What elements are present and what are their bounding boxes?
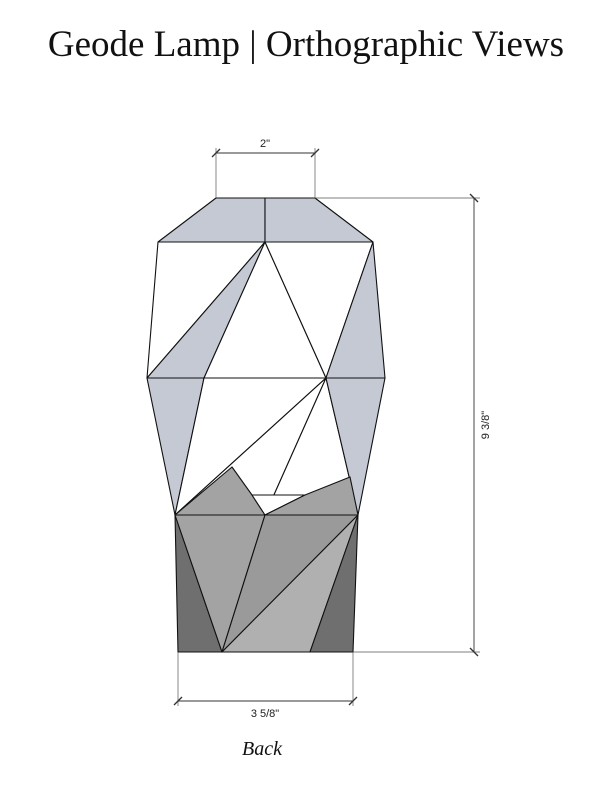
base-facet-far-right bbox=[309, 514, 359, 653]
dimension-height-label: 9 3/8" bbox=[480, 411, 492, 439]
dimension-height: 9 3/8" bbox=[315, 193, 492, 657]
lamp-shade bbox=[146, 197, 386, 516]
dimension-base-width: 3 5/8" bbox=[173, 652, 358, 720]
top-cap-facet-left bbox=[157, 197, 266, 243]
view-caption: Back bbox=[242, 738, 282, 760]
lamp-base bbox=[174, 466, 359, 653]
dimension-base-width-label: 3 5/8" bbox=[251, 708, 279, 720]
page-title: Geode Lamp | Orthographic Views bbox=[47, 24, 565, 65]
top-cap-facet-right bbox=[264, 197, 374, 243]
dimension-top-width-label: 2" bbox=[260, 138, 270, 150]
dimension-top-width: 2" bbox=[211, 138, 320, 198]
lower-right-facet-grey bbox=[325, 377, 386, 516]
